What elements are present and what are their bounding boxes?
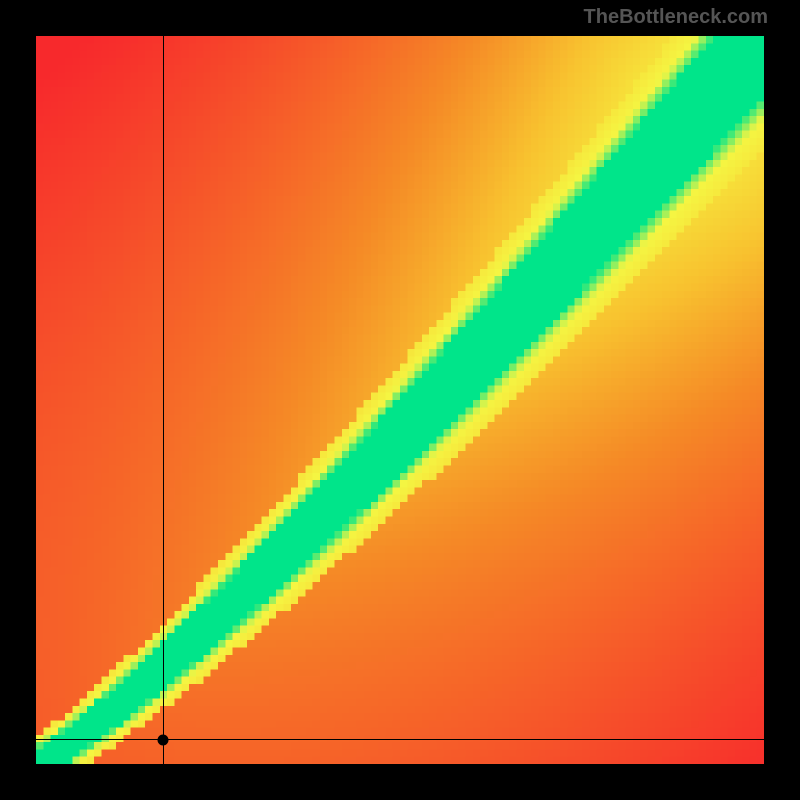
crosshair-horizontal [36, 739, 764, 740]
watermark-text: TheBottleneck.com [584, 6, 768, 29]
crosshair-marker [158, 734, 169, 745]
heatmap-chart [36, 36, 764, 764]
heatmap-canvas [36, 36, 764, 764]
crosshair-vertical [163, 36, 164, 764]
